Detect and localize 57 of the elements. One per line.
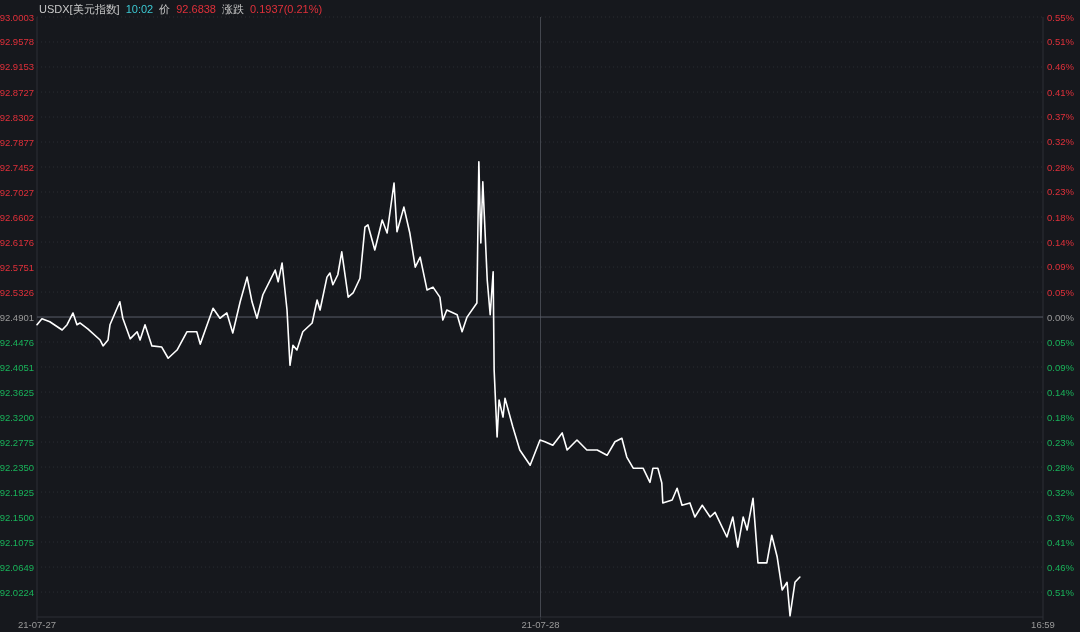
y-tick-label: 92.1500 [0,511,34,523]
y-tick-label: 92.9153 [0,61,34,73]
y2-tick-label: 0.18% [1047,211,1075,223]
y2-tick-label: 0.14% [1047,236,1075,248]
x-tick-label: 21-07-28 [521,619,560,630]
y-tick-label: 92.5751 [0,261,34,273]
y2-tick-label: 0.05% [1047,336,1075,348]
x-tick-label: 21-07-27 [17,619,57,630]
y2-tick-label: 0.28% [1047,161,1075,173]
y-tick-label: 92.9578 [0,36,34,48]
y-tick-label: 92.7027 [0,186,34,198]
chart-title: USDX[美元指数] [39,3,120,15]
y2-tick-label: 0.28% [1047,461,1075,473]
y-tick-label: 92.4476 [0,336,34,348]
y2-tick-label: 0.51% [1047,36,1075,48]
y2-tick-label: 0.00% [1047,311,1075,323]
text: 92.6838 [176,3,216,15]
y-tick-label: 92.8302 [0,111,34,123]
y-tick-label: 92.2775 [0,436,34,448]
y-tick-label: 92.1075 [0,536,34,548]
y2-tick-label: 0.37% [1047,111,1075,123]
y2-tick-label: 0.41% [1047,86,1075,98]
y-tick-label: 92.4901 [0,311,34,323]
y-tick-label: 92.8727 [0,86,34,98]
y2-tick-label: 0.05% [1047,286,1075,298]
y-tick-label: 92.6602 [0,211,34,223]
y-tick-label: 92.3200 [0,411,34,423]
y2-tick-label: 0.37% [1047,511,1075,523]
y2-tick-label: 0.46% [1047,61,1075,73]
y-tick-label: 92.4051 [0,361,34,373]
y-tick-label: 92.0224 [0,586,34,598]
y-tick-label: 92.0649 [0,561,34,573]
y-tick-label: 93.0003 [0,11,34,23]
y-tick-label: 92.6176 [0,236,34,248]
y2-tick-label: 0.46% [1047,561,1075,573]
y2-tick-label: 0.51% [1047,586,1075,598]
y2-tick-label: 0.23% [1047,436,1075,448]
y2-tick-label: 0.23% [1047,186,1075,198]
y2-tick-label: 0.18% [1047,411,1075,423]
y2-tick-label: 0.09% [1047,361,1075,373]
y-tick-label: 92.3625 [0,386,34,398]
y-tick-label: 92.5326 [0,286,34,298]
x-tick-label: 16:59 [1031,619,1055,630]
text: 0.1937(0.21%) [249,3,323,15]
y2-tick-label: 0.32% [1047,486,1075,498]
y-tick-label: 92.2350 [0,461,34,473]
text: 10:02 [125,3,154,15]
y2-tick-label: 0.09% [1047,261,1075,273]
y-tick-label: 92.7452 [0,161,34,173]
y-tick-label: 92.7877 [0,136,34,148]
y2-tick-label: 0.32% [1047,136,1075,148]
y2-tick-label: 0.55% [1047,11,1075,23]
text: 涨跌 [221,3,244,15]
y-tick-label: 92.1925 [0,486,34,498]
y2-tick-label: 0.41% [1047,536,1075,548]
text: 价 [158,3,171,15]
y2-tick-label: 0.14% [1047,386,1075,398]
